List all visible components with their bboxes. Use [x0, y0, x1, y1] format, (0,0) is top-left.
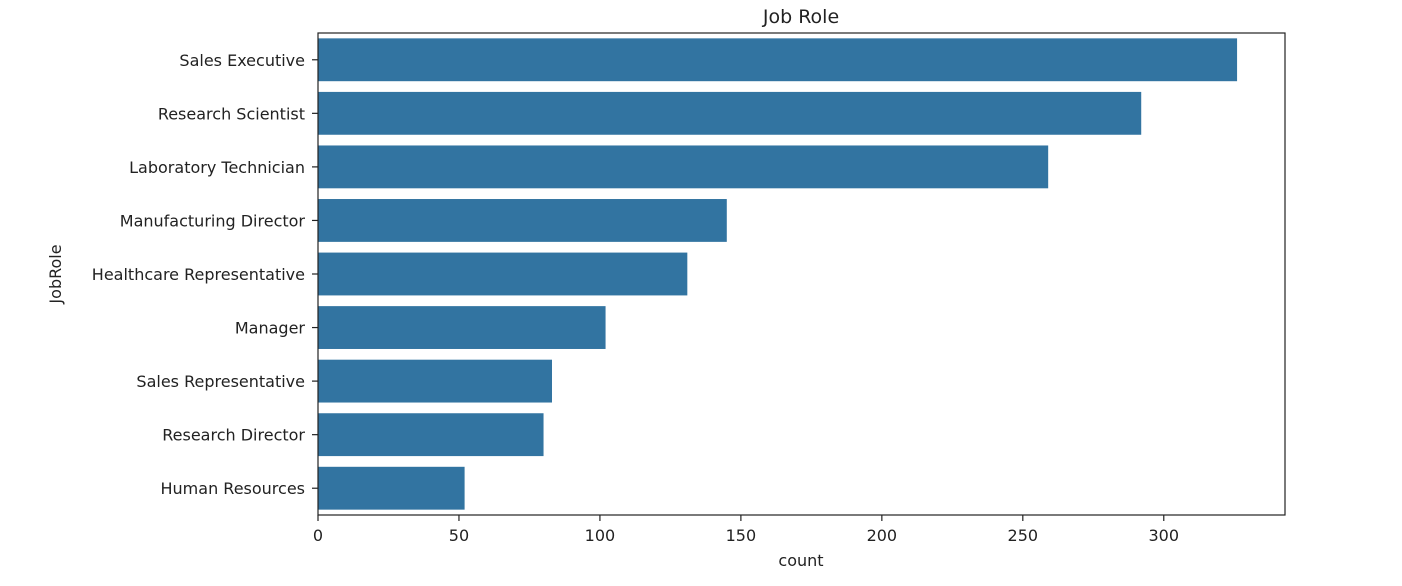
bar-research-director	[318, 413, 544, 457]
bar-sales-executive	[318, 38, 1238, 82]
y-tick-label: Research Director	[162, 426, 305, 445]
bar-healthcare-representative	[318, 252, 688, 296]
y-tick-label: Manager	[235, 319, 306, 338]
x-tick-label: 150	[726, 526, 757, 545]
bar-manager	[318, 306, 606, 349]
x-tick-label: 100	[585, 526, 616, 545]
y-axis-title: JobRole	[46, 244, 65, 304]
bar-laboratory-technician	[318, 145, 1049, 189]
bar-sales-representative	[318, 359, 552, 403]
y-tick-label: Sales Executive	[179, 51, 305, 70]
x-tick-label: 300	[1148, 526, 1179, 545]
y-tick-label: Healthcare Representative	[92, 265, 305, 284]
bars-layer	[318, 38, 1238, 510]
bar-manufacturing-director	[318, 199, 727, 242]
y-tick-label: Research Scientist	[158, 104, 305, 123]
plot-frame	[317, 32, 1286, 516]
x-axis-ticks: 0 50 100 150 200 250 300	[313, 515, 1179, 545]
y-axis-ticks: Sales Executive Research Scientist Laborat…	[92, 51, 318, 498]
bar-human-resources	[318, 466, 465, 510]
x-tick-label: 200	[867, 526, 898, 545]
y-tick-label: Human Resources	[161, 479, 306, 498]
bar-research-scientist	[318, 91, 1142, 135]
x-tick-label: 0	[313, 526, 323, 545]
x-tick-label: 50	[449, 526, 469, 545]
y-tick-label: Sales Representative	[136, 372, 305, 391]
y-tick-label: Laboratory Technician	[129, 158, 305, 177]
x-axis-title: count	[778, 551, 823, 570]
y-tick-label: Manufacturing Director	[120, 211, 306, 230]
x-tick-label: 250	[1008, 526, 1039, 545]
chart-title: Job Role	[762, 6, 839, 28]
